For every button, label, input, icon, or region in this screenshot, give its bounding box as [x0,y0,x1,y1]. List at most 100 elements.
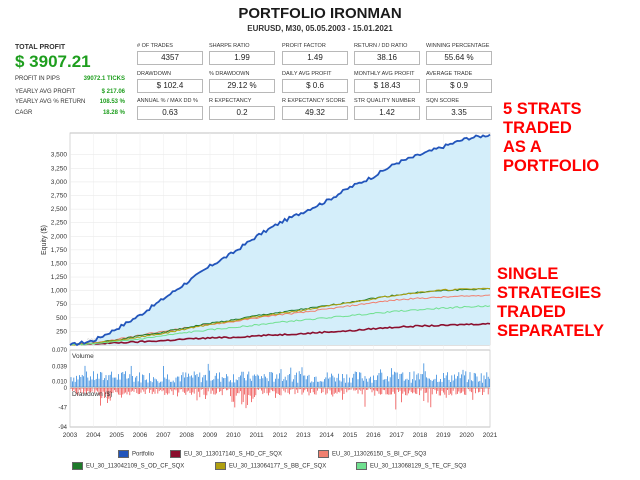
x-tick-label: 2011 [250,432,264,439]
stat-label: DRAWDOWN [137,71,172,77]
stat-avg-trade: AVERAGE TRADE $ 0.9 [426,71,492,93]
series-line-strategy-1 [69,322,491,346]
legend-swatch [318,450,329,458]
y-tick-label: 2,750 [51,193,68,200]
stat-value: 38.16 [354,51,420,65]
stat-label: ANNUAL % / MAX DD % [137,98,198,104]
legend-swatch [72,462,83,470]
x-tick-label: 2020 [459,432,474,439]
portfolio-area [70,134,490,345]
summary-row-value: 108.53 % [99,99,125,105]
summary-row: CAGR 18.28 % [15,110,125,116]
stat-label: MONTHLY AVG PROFIT [354,71,415,77]
y-tick-label: 750 [56,301,67,308]
stat-sharpe: SHARPE RATIO 1.99 [209,43,275,65]
stat-value: 29.12 % [209,79,275,93]
legend-label: Portfolio [132,451,155,458]
stat-value: 1.99 [209,51,275,65]
legend-item: EU_30_113017140_S_HD_CF_SQX [170,450,282,459]
summary-row-label: YEARLY AVG % RETURN [15,99,86,105]
y-tick-label: 500 [56,315,67,322]
stat-trades: # OF TRADES 4357 [137,43,203,65]
x-tick-label: 2014 [319,432,334,439]
y-tick-label: 3,500 [51,152,68,159]
stat-value: $ 0.9 [426,79,492,93]
volume-tick-label: 0.070 [52,348,68,354]
drawdown-tick-label: -94 [58,425,67,431]
stat-profit-factor: PROFIT FACTOR 1.49 [282,43,348,65]
stat-value: 0.2 [209,106,275,120]
annotation-line: TRADED [497,303,566,321]
y-tick-label: 1,750 [51,247,68,254]
y-axis-label: Equity ($) [41,225,48,255]
stat-value: 3.35 [426,106,492,120]
stat-label: AVERAGE TRADE [426,71,473,77]
y-tick-label: 2,500 [51,206,68,213]
stat-r-expectancy: R EXPECTANCY 0.2 [209,98,275,120]
legend-label: EU_30_113026150_S_BI_CF_SQ3 [332,451,427,458]
x-tick-label: 2016 [366,432,381,439]
annotation-line: TRADED [503,119,572,137]
annotation-line: PORTFOLIO [503,157,600,175]
legend-swatch [356,462,367,470]
x-tick-label: 2003 [63,432,78,439]
stat-label: SQN SCORE [426,98,460,104]
x-tick-label: 2007 [156,432,171,439]
x-tick-label: 2008 [179,432,194,439]
annotation-line: 5 STRATS [503,100,582,118]
volume-tick-label: 0.039 [52,364,68,370]
report-title: PORTFOLIO IRONMAN [238,5,402,22]
legend-label: EU_30_113017140_S_HD_CF_SQX [184,451,282,458]
summary-row-value: 18.28 % [102,110,125,116]
x-tick-label: 2017 [389,432,404,439]
stat-label: STR QUALITY NUMBER [354,98,416,104]
stat-daily-avg: DAILY AVG PROFIT $ 0.6 [282,71,348,93]
x-tick-label: 2006 [133,432,148,439]
stat-label: R EXPECTANCY [209,98,252,104]
series-line-portfolio [69,133,491,347]
legend-label: EU_30_113068129_S_TE_CF_SQ3 [370,463,467,470]
summary-row: YEARLY AVG % RETURN 108.53 % [15,99,125,105]
stat-r-exp-score: R EXPECTANCY SCORE 49.32 [282,98,348,120]
stat-value: 55.64 % [426,51,492,65]
x-tick-label: 2005 [109,432,124,439]
stat-label: R EXPECTANCY SCORE [282,98,346,104]
legend-item: EU_30_113064177_S_BB_CF_SQX [215,462,326,471]
y-tick-label: 2,000 [51,233,68,240]
series-line-strategy-5 [69,305,491,346]
x-tick-label: 2021 [483,432,498,439]
summary-row-value: $ 217.06 [101,89,125,95]
annotation-line: AS A [503,138,542,156]
summary-row-value: 39072.1 TICKS [83,76,125,82]
drawdown-tick-label: -47 [58,406,67,412]
volume-tick-label: 0.010 [52,380,68,386]
legend-item: EU_30_113042109_S_OD_CF_SQX [72,462,184,471]
summary-row-label: PROFIT IN PIPS [15,76,60,82]
y-tick-label: 3,250 [51,165,68,172]
stat-drawdown: DRAWDOWN $ 102.4 [137,71,203,93]
stat-return-dd: RETURN / DD RATIO 38.16 [354,43,420,65]
legend-item: EU_30_113026150_S_BI_CF_SQ3 [318,450,426,459]
x-tick-label: 2013 [296,432,311,439]
total-profit-label: TOTAL PROFIT [15,44,66,51]
stat-label: PROFIT FACTOR [282,43,326,49]
legend-swatch [118,450,129,458]
x-tick-label: 2019 [436,432,451,439]
total-profit-value: $ 3907.21 [15,52,91,71]
stat-label: WINNING PERCENTAGE [426,43,490,49]
drawdown-title: Drawdown ($) [72,391,112,398]
stat-label: % DRAWDOWN [209,71,250,77]
stat-value: 4357 [137,51,203,65]
stat-value: 1.42 [354,106,420,120]
summary-row-label: YEARLY AVG PROFIT [15,89,76,95]
volume-title: Volume [72,353,94,360]
legend-label: EU_30_113042109_S_OD_CF_SQX [86,463,185,470]
legend-swatch [215,462,226,470]
series-line-strategy-3 [70,287,491,346]
stat-monthly-avg: MONTHLY AVG PROFIT $ 18.43 [354,71,420,93]
stat-value: 0.63 [137,106,203,120]
stat-value: $ 18.43 [354,79,420,93]
summary-row: YEARLY AVG PROFIT $ 217.06 [15,89,125,95]
stat-label: DAILY AVG PROFIT [282,71,332,77]
y-tick-label: 1,000 [51,288,68,295]
